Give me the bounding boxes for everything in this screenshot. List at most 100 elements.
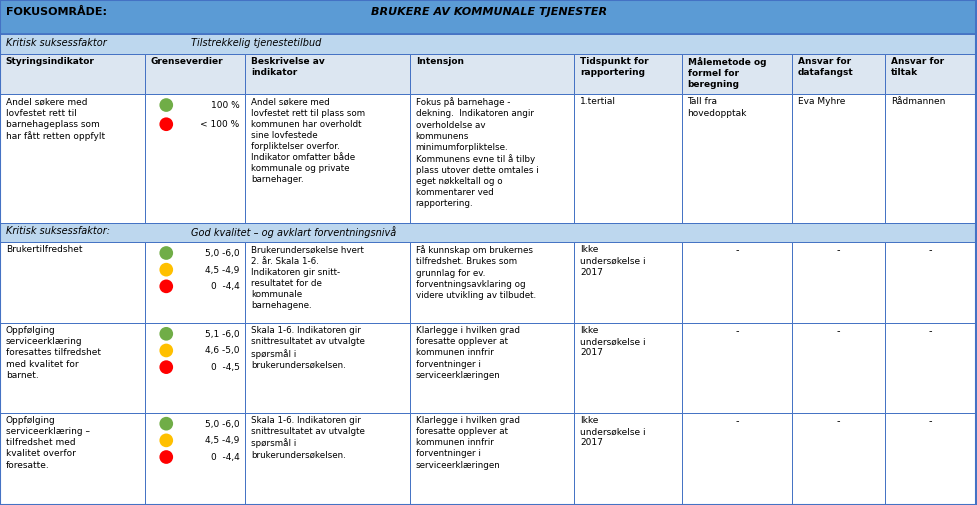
Text: God kvalitet – og avklart forventningsnivå: God kvalitet – og avklart forventningsni…	[191, 226, 396, 238]
Text: Andel søkere med
lovfestet rett til
barnehageplass som
har fått retten oppfylt: Andel søkere med lovfestet rett til barn…	[6, 97, 105, 141]
Ellipse shape	[159, 417, 173, 431]
Text: 4,5 -4,9: 4,5 -4,9	[205, 266, 239, 275]
Bar	[245, 54, 409, 94]
Bar	[0, 223, 975, 242]
Bar	[145, 413, 245, 505]
Text: Styringsindikator: Styringsindikator	[6, 57, 95, 66]
Bar	[409, 94, 573, 223]
Text: Kritisk suksessfaktor: Kritisk suksessfaktor	[6, 38, 106, 48]
Text: Ikke
undersøkelse i
2017: Ikke undersøkelse i 2017	[579, 245, 645, 277]
Bar	[0, 413, 145, 505]
Text: -: -	[928, 416, 931, 426]
Text: Oppfølging
serviceerklæring
foresattes tilfredshet
med kvalitet for
barnet.: Oppfølging serviceerklæring foresattes t…	[6, 326, 101, 380]
Text: -: -	[928, 245, 931, 256]
Bar	[884, 323, 975, 413]
Bar	[0, 34, 975, 54]
Bar	[884, 54, 975, 94]
Ellipse shape	[159, 327, 173, 341]
Text: 0  -4,4: 0 -4,4	[211, 282, 239, 291]
Bar	[409, 242, 573, 323]
Bar	[409, 323, 573, 413]
Bar	[573, 413, 681, 505]
Bar	[145, 323, 245, 413]
Text: Eva Myhre: Eva Myhre	[797, 97, 844, 107]
Bar	[245, 94, 409, 223]
Text: 1.tertial: 1.tertial	[579, 97, 616, 107]
Text: 5,0 -6,0: 5,0 -6,0	[205, 420, 239, 429]
Text: -: -	[735, 245, 738, 256]
Bar	[573, 54, 681, 94]
Bar	[0, 54, 145, 94]
Bar	[681, 242, 791, 323]
Text: Tilstrekkelig tjenestetilbud: Tilstrekkelig tjenestetilbud	[191, 38, 320, 48]
Bar	[573, 242, 681, 323]
Bar	[791, 54, 884, 94]
Text: 4,6 -5,0: 4,6 -5,0	[205, 346, 239, 356]
Bar	[409, 54, 573, 94]
Text: -: -	[836, 416, 839, 426]
Text: Ansvar for
datafangst: Ansvar for datafangst	[797, 57, 853, 77]
Text: -: -	[735, 416, 738, 426]
Bar	[0, 94, 145, 223]
Bar	[0, 323, 145, 413]
Ellipse shape	[159, 246, 173, 260]
Text: 0  -4,5: 0 -4,5	[210, 363, 239, 372]
Text: 5,1 -6,0: 5,1 -6,0	[205, 330, 239, 339]
Ellipse shape	[159, 343, 173, 358]
Bar	[145, 54, 245, 94]
Bar	[681, 323, 791, 413]
Text: Tidspunkt for
rapportering: Tidspunkt for rapportering	[579, 57, 648, 77]
Ellipse shape	[159, 433, 173, 447]
Text: -: -	[836, 326, 839, 336]
Bar	[884, 94, 975, 223]
Text: Få kunnskap om brukernes
tilfredshet. Brukes som
grunnlag for ev.
forventningsav: Få kunnskap om brukernes tilfredshet. Br…	[415, 245, 535, 299]
Bar	[791, 242, 884, 323]
Ellipse shape	[159, 263, 173, 277]
Text: Brukertilfredshet: Brukertilfredshet	[6, 245, 82, 255]
Ellipse shape	[159, 279, 173, 293]
Text: Fokus på barnehage -
dekning.  Indikatoren angir
overholdelse av
kommunens
minim: Fokus på barnehage - dekning. Indikatore…	[415, 97, 537, 209]
Bar	[245, 323, 409, 413]
Bar	[681, 54, 791, 94]
Text: Beskrivelse av
indikator: Beskrivelse av indikator	[251, 57, 324, 77]
Bar	[145, 242, 245, 323]
Bar	[884, 242, 975, 323]
Bar	[573, 94, 681, 223]
Text: Intensjon: Intensjon	[415, 57, 463, 66]
Text: Tall fra
hovedopptak: Tall fra hovedopptak	[687, 97, 746, 118]
Ellipse shape	[159, 360, 173, 374]
Text: Brukerundersøkelse hvert
2. år. Skala 1-6.
Indikatoren gir snitt-
resultatet for: Brukerundersøkelse hvert 2. år. Skala 1-…	[251, 245, 363, 310]
Text: Målemetode og
formel for
beregning: Målemetode og formel for beregning	[687, 57, 765, 89]
Bar	[791, 323, 884, 413]
Text: Rådmannen: Rådmannen	[890, 97, 945, 107]
Text: Kritisk suksessfaktor:: Kritisk suksessfaktor:	[6, 226, 109, 236]
Bar	[884, 413, 975, 505]
Text: Skala 1-6. Indikatoren gir
snittresultatet av utvalgte
spørsmål i
brukerundersøk: Skala 1-6. Indikatoren gir snittresultat…	[251, 326, 364, 370]
Bar	[791, 94, 884, 223]
Text: 100 %: 100 %	[211, 101, 239, 110]
Text: Skala 1-6. Indikatoren gir
snittresultatet av utvalgte
spørsmål i
brukerundersøk: Skala 1-6. Indikatoren gir snittresultat…	[251, 416, 364, 460]
Text: 0  -4,4: 0 -4,4	[211, 453, 239, 462]
Ellipse shape	[159, 117, 173, 131]
Bar	[0, 242, 145, 323]
Text: Ansvar for
tiltak: Ansvar for tiltak	[890, 57, 943, 77]
Bar	[245, 413, 409, 505]
Text: FOKUSOMRÅDE:: FOKUSOMRÅDE:	[6, 7, 106, 17]
Ellipse shape	[159, 98, 173, 112]
Bar	[409, 413, 573, 505]
Text: Andel søkere med
lovfestet rett til plass som
kommunen har overholdt
sine lovfes: Andel søkere med lovfestet rett til plas…	[251, 97, 365, 184]
Text: -: -	[836, 245, 839, 256]
Text: 5,0 -6,0: 5,0 -6,0	[205, 249, 239, 258]
Text: Ikke
undersøkelse i
2017: Ikke undersøkelse i 2017	[579, 326, 645, 358]
Bar	[245, 242, 409, 323]
Text: -: -	[735, 326, 738, 336]
Bar	[573, 323, 681, 413]
Bar	[145, 94, 245, 223]
Bar	[0, 0, 975, 34]
Text: 4,5 -4,9: 4,5 -4,9	[205, 436, 239, 445]
Text: -: -	[928, 326, 931, 336]
Text: Grenseverdier: Grenseverdier	[150, 57, 223, 66]
Text: Klarlegge i hvilken grad
foresatte opplever at
kommunen innfrir
forventninger i
: Klarlegge i hvilken grad foresatte opple…	[415, 416, 519, 470]
Text: Klarlegge i hvilken grad
foresatte opplever at
kommunen innfrir
forventninger i
: Klarlegge i hvilken grad foresatte opple…	[415, 326, 519, 380]
Bar	[681, 413, 791, 505]
